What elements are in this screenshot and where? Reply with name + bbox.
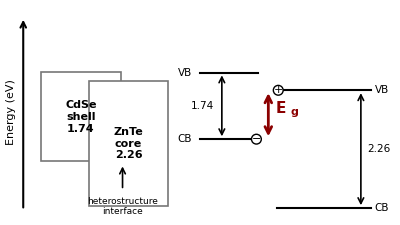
Bar bbox=[41, 72, 120, 161]
Text: CB: CB bbox=[375, 203, 389, 213]
Text: ZnTe
core
2.26: ZnTe core 2.26 bbox=[114, 127, 143, 160]
Text: 1.74: 1.74 bbox=[191, 101, 214, 111]
Text: VB: VB bbox=[375, 85, 389, 95]
Ellipse shape bbox=[273, 86, 283, 95]
Text: heterostructure
interface: heterostructure interface bbox=[87, 197, 158, 216]
Text: $\mathbf{E}$: $\mathbf{E}$ bbox=[276, 100, 287, 116]
Text: CdSe
shell
1.74: CdSe shell 1.74 bbox=[65, 100, 96, 134]
Text: Energy (eV): Energy (eV) bbox=[6, 80, 16, 145]
Bar bbox=[89, 81, 168, 206]
Text: CB: CB bbox=[178, 134, 192, 144]
Text: 2.26: 2.26 bbox=[367, 144, 390, 154]
Text: −: − bbox=[252, 134, 261, 144]
Text: +: + bbox=[274, 85, 283, 95]
Text: VB: VB bbox=[178, 68, 192, 77]
Ellipse shape bbox=[252, 134, 261, 144]
Text: g: g bbox=[290, 108, 298, 117]
